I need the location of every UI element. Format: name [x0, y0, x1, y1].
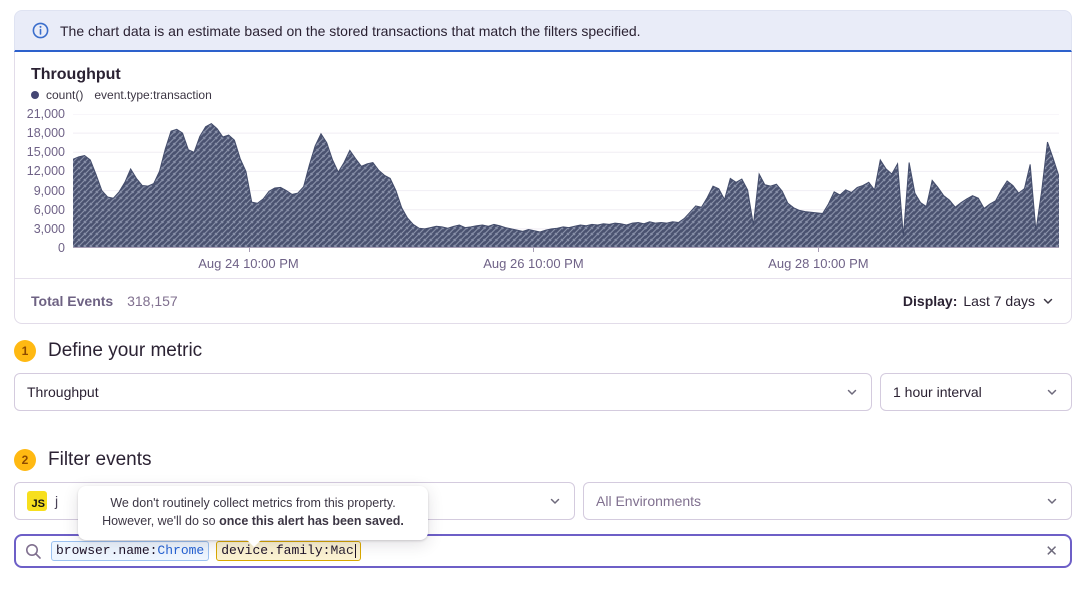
- search-token-browser-name[interactable]: browser.name:Chrome: [51, 541, 210, 561]
- chevron-down-icon: [845, 385, 859, 399]
- metric-select-row: Throughput 1 hour interval: [14, 373, 1072, 411]
- section-filter-events: 2 Filter events: [14, 449, 1072, 471]
- search-token-device-family[interactable]: device.family:Mac: [216, 541, 362, 561]
- display-dropdown[interactable]: Display: Last 7 days: [903, 293, 1055, 309]
- info-banner: The chart data is an estimate based on t…: [14, 10, 1072, 52]
- step-badge-2: 2: [14, 449, 36, 471]
- chart-plot: [73, 114, 1059, 248]
- clear-search-button[interactable]: ✕: [1045, 542, 1058, 560]
- section-define-metric: 1 Define your metric: [14, 340, 1072, 362]
- banner-text: The chart data is an estimate based on t…: [60, 22, 641, 39]
- legend-dot-icon: [31, 91, 39, 99]
- chevron-down-icon: [1045, 385, 1059, 399]
- section-title-metric: Define your metric: [48, 340, 203, 361]
- section-title-filter: Filter events: [48, 449, 152, 470]
- interval-select-value: 1 hour interval: [893, 384, 982, 400]
- x-tick-mark: [533, 248, 535, 252]
- display-label: Display:: [902, 293, 958, 309]
- page: The chart data is an estimate based on t…: [14, 10, 1072, 568]
- legend-series-label: count(): [46, 88, 84, 102]
- chart-x-axis: Aug 24 10:00 PM Aug 26 10:00 PM Aug 28 10:…: [73, 248, 1059, 278]
- chart-footer: Total Events 318,157 Display: Last 7 day…: [15, 278, 1071, 323]
- y-tick-label: 0: [58, 241, 65, 255]
- metric-select[interactable]: Throughput: [14, 373, 872, 411]
- x-tick-label: Aug 28 10:00 PM: [768, 256, 869, 271]
- y-tick-label: 15,000: [26, 145, 65, 160]
- info-icon: [32, 22, 49, 39]
- total-events-label: Total Events: [31, 293, 114, 309]
- chart-panel: Throughput count() event.type:transactio…: [14, 52, 1072, 324]
- javascript-platform-icon: JS: [27, 491, 47, 511]
- metric-select-value: Throughput: [27, 384, 99, 400]
- chart-title: Throughput: [31, 66, 121, 83]
- y-tick-label: 21,000: [26, 107, 65, 121]
- chart-y-axis: 21,000 18,000 15,000 12,000 9,000 6,000 3,000 0: [15, 107, 73, 255]
- tooltip-line2: However, we'll do so once this alert has…: [102, 514, 404, 529]
- total-events: Total Events 318,157: [31, 293, 178, 309]
- y-tick-label: 18,000: [26, 126, 65, 141]
- legend-filter-label: event.type:transaction: [94, 88, 212, 102]
- chevron-down-icon: [1041, 294, 1055, 308]
- tooltip-line1: We don't routinely collect metrics from …: [110, 496, 396, 510]
- search-icon: [25, 543, 42, 560]
- chevron-down-icon: [548, 494, 562, 508]
- metrics-warning-tooltip: We don't routinely collect metrics from …: [78, 486, 428, 548]
- filter-controls: JS j All Environments We don't routinely…: [14, 482, 1072, 568]
- step-badge-1: 1: [14, 340, 36, 362]
- chevron-down-icon: [1045, 494, 1059, 508]
- y-tick-label: 9,000: [33, 183, 65, 198]
- total-events-value: 318,157: [127, 293, 178, 309]
- project-select-value: j: [55, 493, 59, 509]
- x-tick-label: Aug 24 10:00 PM: [198, 256, 299, 271]
- y-tick-label: 6,000: [33, 202, 65, 217]
- y-tick-label: 3,000: [33, 221, 65, 236]
- x-tick-mark: [248, 248, 250, 252]
- environment-select[interactable]: All Environments: [583, 482, 1072, 520]
- chart-area: 21,000 18,000 15,000 12,000 9,000 6,000 3,000 0: [15, 106, 1071, 255]
- display-value: Last 7 days: [963, 293, 1035, 309]
- chart-header: Throughput count() event.type:transactio…: [15, 52, 1071, 106]
- search-token-list: browser.name:Chrome device.family:Mac: [51, 541, 1036, 561]
- y-tick-label: 12,000: [26, 164, 65, 179]
- x-tick-mark: [818, 248, 820, 252]
- environment-select-value: All Environments: [596, 493, 702, 509]
- x-tick-label: Aug 26 10:00 PM: [483, 256, 584, 271]
- text-caret: [354, 543, 357, 558]
- chart-legend: count() event.type:transaction: [31, 88, 1055, 102]
- interval-select[interactable]: 1 hour interval: [880, 373, 1072, 411]
